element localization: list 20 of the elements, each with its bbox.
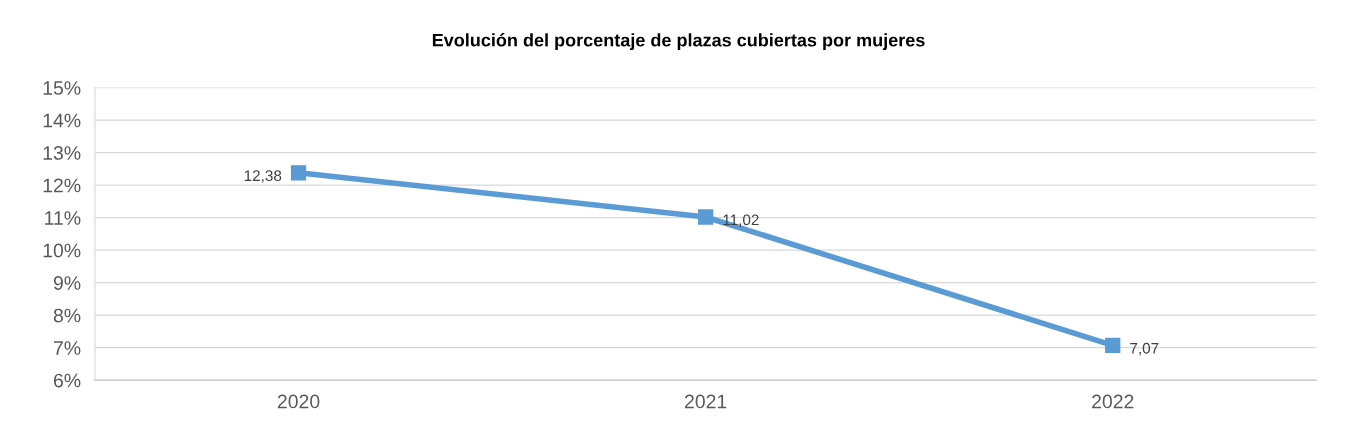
point bbox=[1105, 337, 1121, 354]
y-tick-label: 10% bbox=[43, 243, 81, 258]
y-tick-label: 13% bbox=[43, 146, 81, 160]
y-tick-label: 8% bbox=[53, 308, 81, 323]
y-tick-label: 12% bbox=[43, 178, 81, 193]
data-label: 7,07 bbox=[1130, 342, 1159, 356]
y-tick-label: 6% bbox=[53, 373, 81, 388]
chart-title: Evolución del porcentaje de plazas cubiertas por mujeres bbox=[432, 33, 925, 51]
data-label: 11,02 bbox=[723, 214, 759, 228]
x-tick-label: 2021 bbox=[684, 394, 727, 409]
point bbox=[698, 209, 714, 225]
y-tick-label: 9% bbox=[53, 276, 81, 290]
point bbox=[290, 165, 307, 181]
y-tick-label: 7% bbox=[53, 341, 81, 355]
y-tick-label: 14% bbox=[43, 113, 81, 128]
y-tick-label: 11% bbox=[45, 211, 81, 225]
y-tick-label: 15% bbox=[43, 81, 81, 95]
data-label: 12,38 bbox=[244, 170, 282, 183]
x-tick-label: 2020 bbox=[277, 394, 320, 409]
x-tick-label: 2022 bbox=[1092, 394, 1134, 409]
